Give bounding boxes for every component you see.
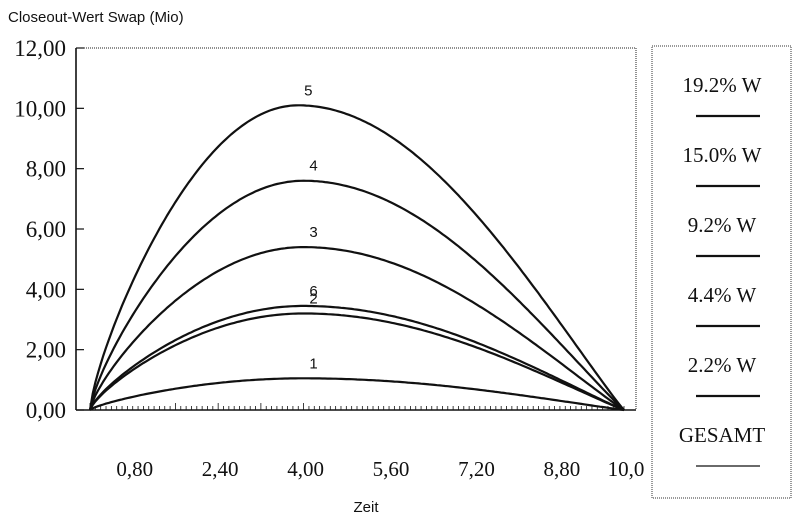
y-tick-label: 0,00 bbox=[26, 398, 66, 423]
y-axis-title: Closeout-Wert Swap (Mio) bbox=[8, 9, 184, 26]
legend-label: GESAMT bbox=[679, 423, 766, 447]
legend-label: 2.2% W bbox=[688, 353, 757, 377]
x-tick-label: 5,60 bbox=[373, 457, 410, 481]
series-label-2: 2 bbox=[309, 290, 317, 307]
series-label-4: 4 bbox=[309, 158, 317, 175]
legend-box bbox=[651, 45, 792, 499]
y-tick-label: 2,00 bbox=[26, 338, 66, 363]
y-tick-label: 4,00 bbox=[26, 277, 66, 302]
y-ticks: 0,00 2,00 4,00 6,00 8,00 10,00 12,00 bbox=[14, 36, 84, 423]
series-line-6 bbox=[89, 304, 625, 412]
x-tick-label: 2,40 bbox=[202, 457, 239, 481]
x-ticks: 0,80 2,40 4,00 5,60 7,20 8,80 10,0 bbox=[116, 457, 644, 481]
series-line-3 bbox=[88, 246, 625, 411]
y-tick-label: 10,00 bbox=[14, 96, 66, 121]
curve-labels: 5 4 3 62 1 bbox=[304, 82, 318, 372]
legend-label: 4.4% W bbox=[688, 283, 757, 307]
series-label-1: 1 bbox=[309, 355, 317, 372]
legend-label: 9.2% W bbox=[688, 213, 757, 237]
series-line-4 bbox=[88, 179, 625, 411]
legend-label: 19.2% W bbox=[683, 73, 762, 97]
series-label-3: 3 bbox=[309, 224, 317, 241]
series-line-5 bbox=[88, 104, 625, 411]
curves bbox=[88, 104, 625, 412]
x-minor-ticks bbox=[89, 403, 625, 410]
y-tick-label: 8,00 bbox=[26, 157, 66, 182]
series-label-5: 5 bbox=[304, 82, 312, 99]
x-tick-label: 0,80 bbox=[116, 457, 153, 481]
legend-label: 15.0% W bbox=[683, 143, 762, 167]
series-line-2 bbox=[89, 312, 625, 412]
x-tick-label: 7,20 bbox=[458, 457, 495, 481]
x-tick-label: 8,80 bbox=[544, 457, 581, 481]
series-label-6: 6 bbox=[309, 283, 317, 300]
x-tick-label: 4,00 bbox=[287, 457, 324, 481]
y-tick-label: 12,00 bbox=[14, 36, 66, 61]
y-tick-label: 6,00 bbox=[26, 217, 66, 242]
x-axis-title: Zeit bbox=[353, 499, 379, 516]
x-tick-label: 10,0 bbox=[608, 457, 645, 481]
series-line-1 bbox=[89, 377, 625, 412]
legend: 19.2% W 15.0% W 9.2% W 4.4% W 2.2% W GESAMT bbox=[679, 73, 766, 467]
